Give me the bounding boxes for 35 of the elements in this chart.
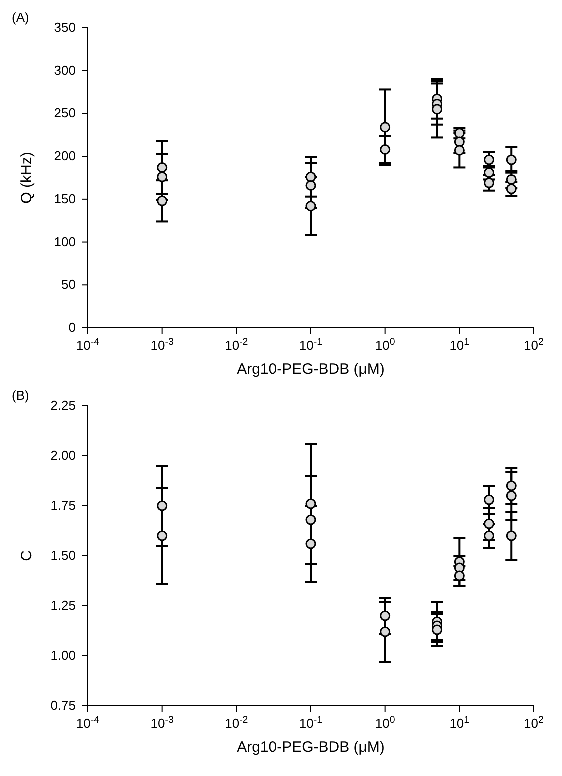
y-tick-label: 0.75 [50,698,76,713]
x-tick-label: 10$^{-4}$ [76,714,100,731]
y-axis-title: Q (kHz) [18,152,36,204]
x-tick-label: 10$^{-2}$ [225,336,248,353]
y-tick-label: 2.25 [50,398,76,413]
y-axis-title: C [18,550,36,562]
x-tick-label: 10$^{-1}$ [299,714,323,731]
y-tick-label: 50 [62,277,76,292]
x-tick-label: 10$^{2}$ [524,714,544,731]
x-tick-label: 10$^{0}$ [375,336,396,353]
y-tick-label: 1.25 [50,598,76,613]
x-tick-label: 10$^{-3}$ [150,336,174,353]
x-axis-title: Arg10-PEG-BDB (μM) [237,739,385,756]
x-tick-label: 10$^{1}$ [450,336,470,353]
y-tick-label: 300 [54,62,76,78]
y-tick-label: 100 [54,234,76,250]
y-tick-label: 250 [54,106,76,121]
x-tick-label: 10$^{0}$ [375,714,396,731]
x-tick-label: 10$^{1}$ [450,714,470,731]
chart-title: (B) [12,388,30,403]
x-tick-label: 10$^{2}$ [524,336,544,353]
chart-title: (A) [12,10,30,25]
x-axis-title: Arg10-PEG-BDB (μM) [237,361,385,378]
y-tick-label: 200 [54,148,76,164]
y-tick-label: 2.00 [50,448,76,463]
x-tick-label: 10$^{-2}$ [225,714,248,731]
y-tick-label: 0 [68,320,76,335]
x-tick-label: 10$^{-1}$ [299,336,323,353]
y-tick-label: 350 [54,20,76,35]
y-tick-label: 1.50 [50,548,76,563]
y-tick-label: 1.00 [50,648,76,663]
y-tick-label: 150 [54,191,76,206]
y-tick-label: 1.75 [50,498,76,513]
x-tick-label: 10$^{-4}$ [76,336,100,353]
x-tick-label: 10$^{-3}$ [150,714,174,731]
